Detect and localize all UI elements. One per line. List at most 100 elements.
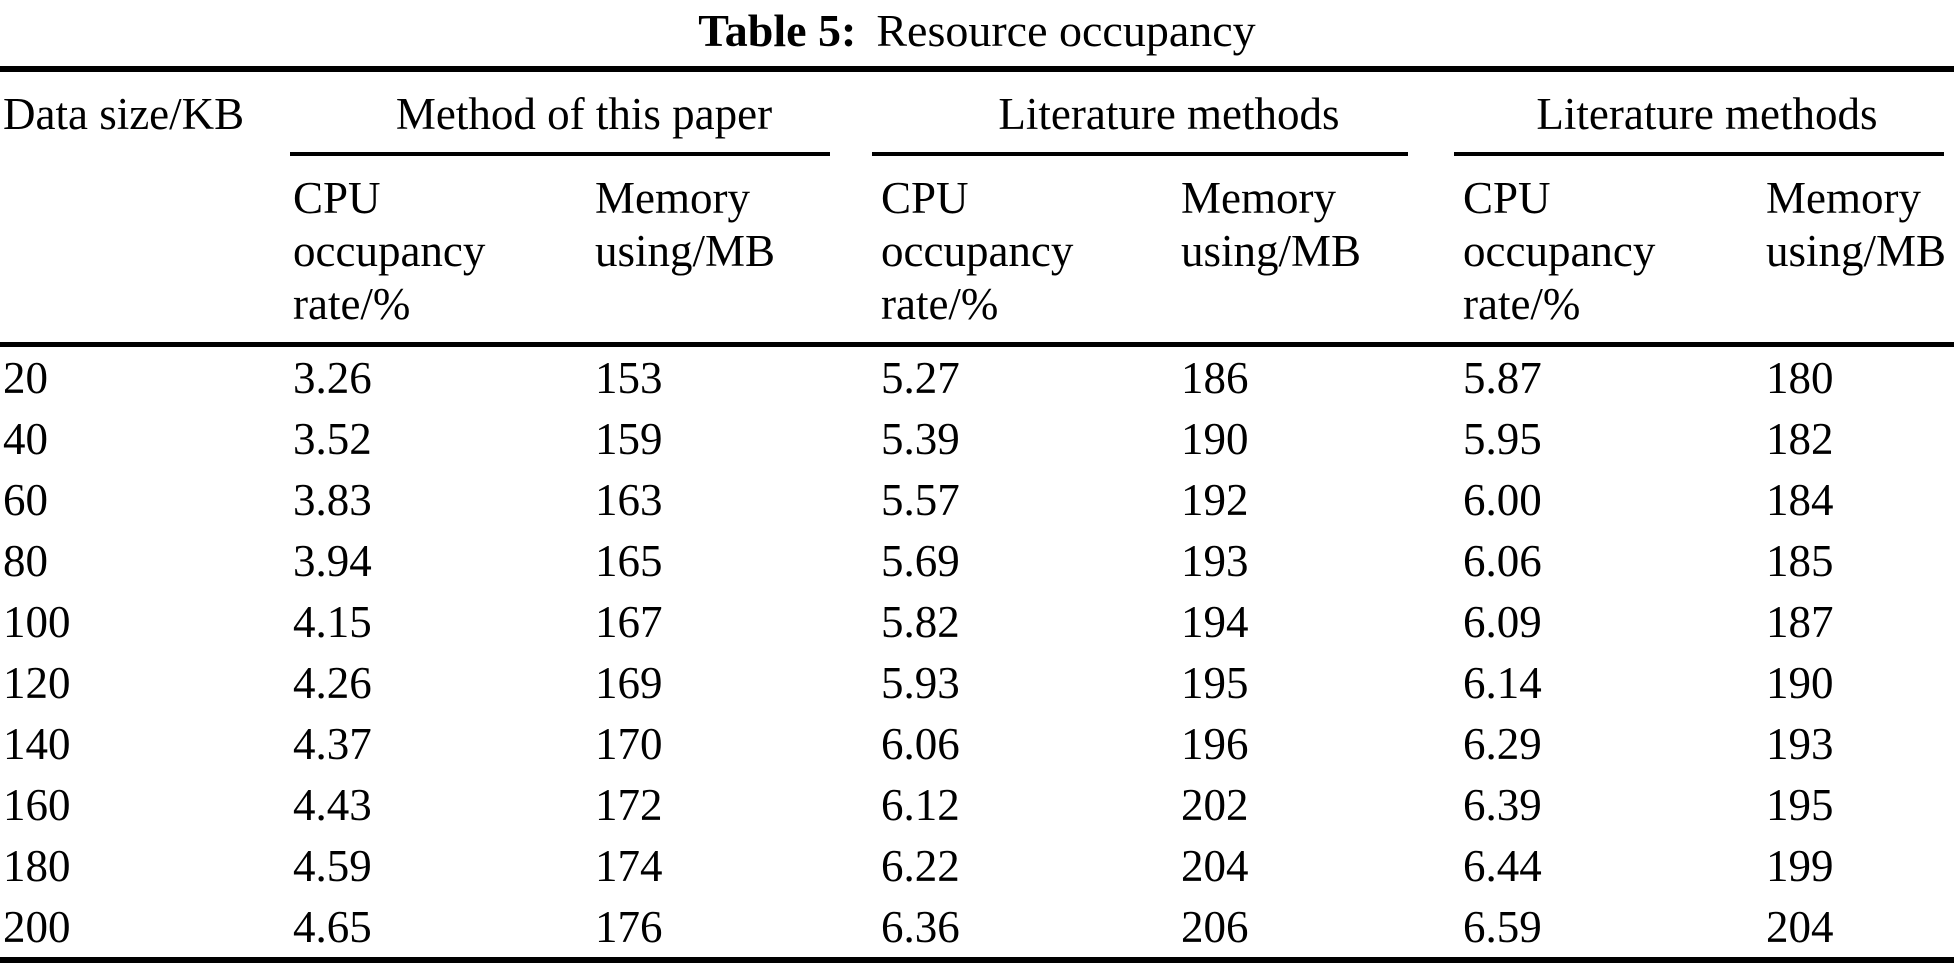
table-row: 40 3.52 159 5.39 190 5.95 182 [0,408,1954,469]
cell: 4.37 [293,718,372,769]
cell: 169 [595,657,663,708]
cell: 160 [3,779,71,830]
cell: 153 [595,352,663,403]
cell: 195 [1181,657,1249,708]
table-row: 20 3.26 153 5.27 186 5.87 180 [0,347,1954,408]
cell: 193 [1181,535,1249,586]
cell: 3.26 [293,352,372,403]
cell: 159 [595,413,663,464]
cell: 180 [1766,352,1834,403]
cell: 6.36 [881,901,960,952]
group-header-literature-methods-1: Literature methods [872,72,1460,156]
cell: 140 [3,718,71,769]
cell: 6.22 [881,840,960,891]
cell: 4.59 [293,840,372,891]
cell: 176 [595,901,663,952]
cell: 60 [3,474,48,525]
column-header-data-size: Data size/KB [3,89,245,139]
column-header-memory-using-3: Memory using/MB [1766,173,1947,276]
cell: 190 [1181,413,1249,464]
column-header-cpu-occupancy-3: CPU occupancy rate/% [1463,173,1656,329]
cell: 5.87 [1463,352,1542,403]
cell: 5.57 [881,474,960,525]
cell: 195 [1766,779,1834,830]
cell: 184 [1766,474,1834,525]
resource-occupancy-table: Data size/KB Method of this paper Litera… [0,66,1954,963]
cell: 192 [1181,474,1249,525]
cell: 6.09 [1463,596,1542,647]
cell: 182 [1766,413,1834,464]
cell: 187 [1766,596,1834,647]
cell: 6.00 [1463,474,1542,525]
cell: 4.65 [293,901,372,952]
cell: 5.27 [881,352,960,403]
group-header-row: Data size/KB Method of this paper Litera… [0,72,1954,156]
table-caption-text: Resource occupancy [876,5,1256,56]
cell: 165 [595,535,663,586]
group-underline [872,152,1408,156]
subheader-spacer [0,172,290,342]
table-row: 180 4.59 174 6.22 204 6.44 199 [0,835,1954,896]
cell: 199 [1766,840,1834,891]
cell: 6.14 [1463,657,1542,708]
cell: 5.82 [881,596,960,647]
group-header-label: Method of this paper [395,89,773,139]
cell: 194 [1181,596,1249,647]
cell: 204 [1181,840,1249,891]
cell: 202 [1181,779,1249,830]
cell: 4.43 [293,779,372,830]
cell: 167 [595,596,663,647]
cell: 4.15 [293,596,372,647]
cell: 190 [1766,657,1834,708]
table-body: 20 3.26 153 5.27 186 5.87 180 40 3.52 159 5.39 190 5… [0,347,1954,957]
cell: 3.83 [293,474,372,525]
cell: 180 [3,840,71,891]
cell: 170 [595,718,663,769]
cell: 3.52 [293,413,372,464]
cell: 185 [1766,535,1834,586]
cell: 5.95 [1463,413,1542,464]
subheader-row: CPU occupancy rate/% Memory using/MB CPU… [0,156,1954,347]
table-row: 80 3.94 165 5.69 193 6.06 185 [0,530,1954,591]
table-row: 160 4.43 172 6.12 202 6.39 195 [0,774,1954,835]
group-underline [1454,152,1944,156]
cell: 5.69 [881,535,960,586]
table-caption-label: Table 5: [698,5,857,56]
cell: 20 [3,352,48,403]
table-row: 140 4.37 170 6.06 196 6.29 193 [0,713,1954,774]
cell: 200 [3,901,71,952]
page: Table 5: Resource occupancy Data size/KB … [0,4,1954,971]
table-row: 60 3.83 163 5.57 192 6.00 184 [0,469,1954,530]
cell: 206 [1181,901,1249,952]
cell: 100 [3,596,71,647]
cell: 193 [1766,718,1834,769]
cell: 6.12 [881,779,960,830]
cell: 6.06 [1463,535,1542,586]
cell: 3.94 [293,535,372,586]
column-header-cpu-occupancy-2: CPU occupancy rate/% [881,173,1074,329]
cell: 6.06 [881,718,960,769]
group-header-label: Literature methods [1536,89,1878,139]
cell: 6.39 [1463,779,1542,830]
cell: 120 [3,657,71,708]
cell: 186 [1181,352,1249,403]
cell: 4.26 [293,657,372,708]
group-header-method-of-this-paper: Method of this paper [290,72,878,156]
table-row: 120 4.26 169 5.93 195 6.14 190 [0,652,1954,713]
group-header-literature-methods-2: Literature methods [1454,72,1954,156]
column-header-memory-using-1: Memory using/MB [595,173,776,276]
table-caption: Table 5: Resource occupancy [0,4,1954,58]
group-header-label: Literature methods [998,89,1340,139]
cell: 196 [1181,718,1249,769]
group-underline [290,152,830,156]
cell: 163 [595,474,663,525]
cell: 5.39 [881,413,960,464]
cell: 174 [595,840,663,891]
cell: 40 [3,413,48,464]
cell: 5.93 [881,657,960,708]
cell: 6.29 [1463,718,1542,769]
cell: 6.44 [1463,840,1542,891]
cell: 172 [595,779,663,830]
column-header-cpu-occupancy-1: CPU occupancy rate/% [293,173,486,329]
cell: 6.59 [1463,901,1542,952]
